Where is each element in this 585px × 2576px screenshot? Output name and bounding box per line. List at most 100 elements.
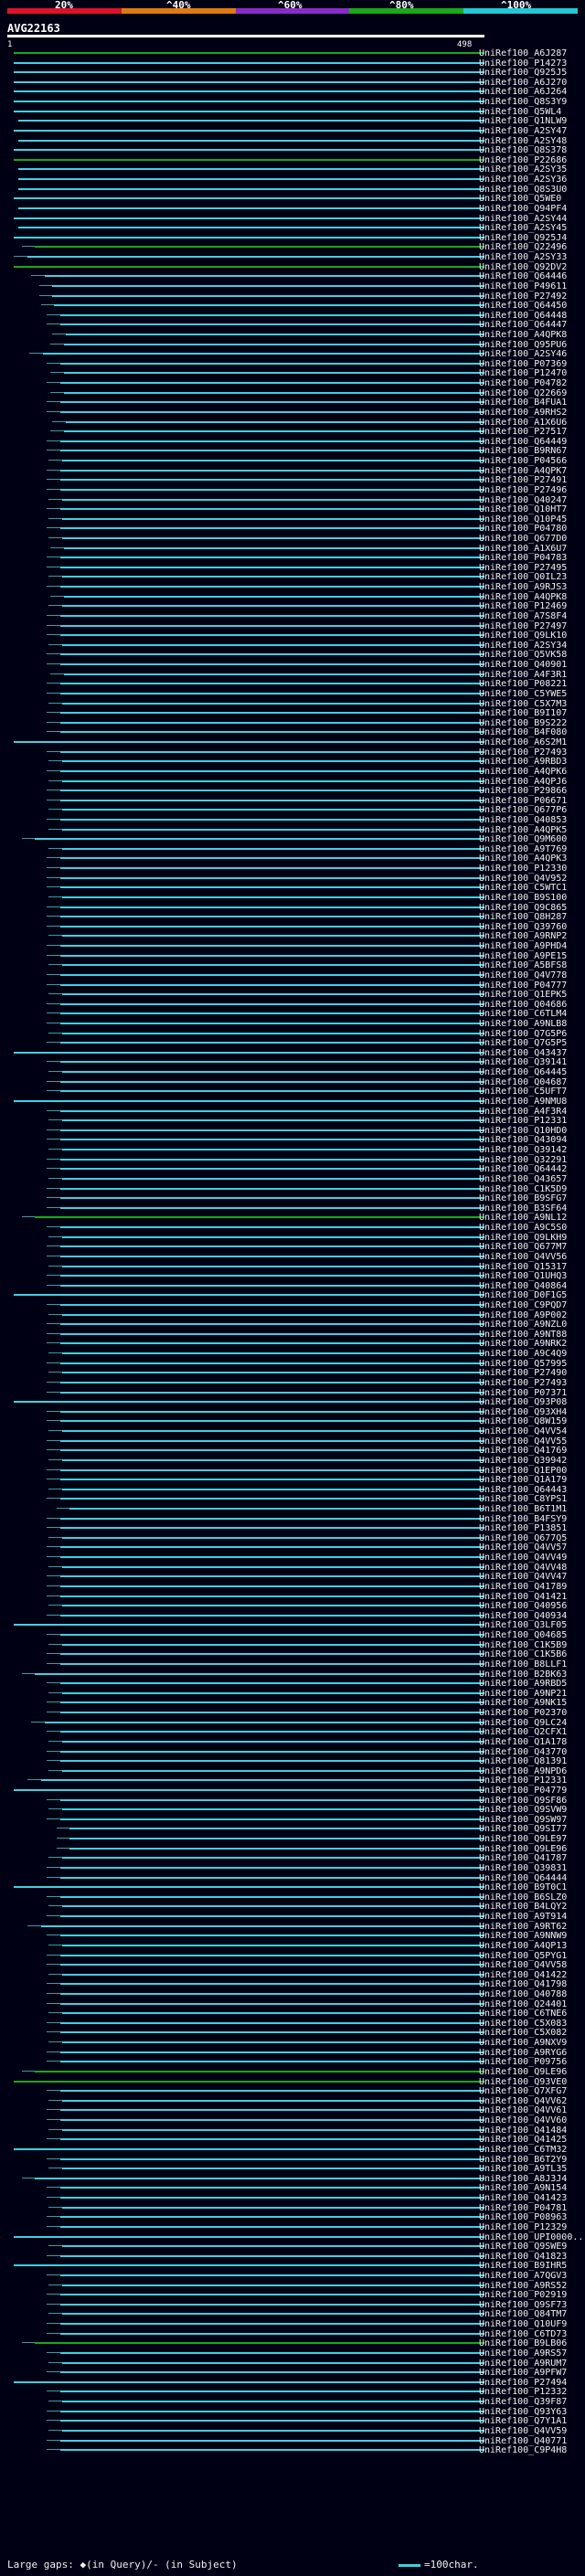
hit-alignment-bar[interactable] [59,1420,484,1423]
hit-alignment-bar[interactable] [14,71,484,74]
hit-label[interactable]: UniRef100_P12469 [479,601,568,612]
hit-label[interactable]: UniRef100_Q40864 [479,1280,568,1291]
hit-label[interactable]: UniRef100_Q95PU6 [479,339,568,350]
hit-alignment-bar[interactable] [61,1265,484,1267]
hit-label[interactable]: UniRef100_Q4V952 [479,873,568,884]
hit-alignment-bar[interactable] [59,1012,484,1015]
hit-alignment-bar[interactable] [59,1614,484,1617]
hit-label[interactable]: UniRef100_UPI0000... [479,2231,585,2242]
hit-label[interactable]: UniRef100_P09756 [479,2057,568,2068]
hit-alignment-bar[interactable] [59,1226,484,1229]
hit-alignment-bar[interactable] [61,498,484,501]
hit-alignment-bar[interactable] [59,2225,484,2228]
hit-label[interactable]: UniRef100_P12470 [479,368,568,379]
hit-alignment-bar[interactable] [61,1905,484,1908]
hit-label[interactable]: UniRef100_A9NL12 [479,1213,568,1224]
hit-alignment-bar[interactable] [59,2090,484,2093]
hit-alignment-bar[interactable] [59,1585,484,1587]
hit-label[interactable]: UniRef100_P27492 [479,291,568,302]
hit-alignment-bar[interactable] [59,1158,484,1161]
hit-alignment-bar[interactable] [59,440,484,442]
hit-label[interactable]: UniRef100_Q41823 [479,2251,568,2262]
hit-label[interactable]: UniRef100_P49611 [479,281,568,292]
hit-alignment-bar[interactable] [59,566,484,568]
hit-label[interactable]: UniRef100_Q9LE97 [479,1834,568,1845]
hit-label[interactable]: UniRef100_Q9SF73 [479,2299,568,2310]
hit-label[interactable]: UniRef100_P27493 [479,747,568,758]
hit-alignment-bar[interactable] [59,1876,484,1879]
hit-alignment-bar[interactable] [59,1439,484,1442]
hit-alignment-bar[interactable] [61,1458,484,1461]
hit-alignment-bar[interactable] [61,2313,484,2316]
hit-alignment-bar[interactable] [59,1342,484,1345]
hit-label[interactable]: UniRef100_Q40247 [479,494,568,505]
hit-alignment-bar[interactable] [59,2332,484,2335]
hit-label[interactable]: UniRef100_A4F3R4 [479,1106,568,1117]
hit-label[interactable]: UniRef100_P04566 [479,456,568,467]
hit-label[interactable]: UniRef100_Q8S3Y9 [479,97,568,108]
hit-alignment-bar[interactable] [59,2274,484,2276]
hit-label[interactable]: UniRef100_C6TM32 [479,2144,568,2155]
hit-label[interactable]: UniRef100_Q677Q5 [479,1532,568,1543]
hit-label[interactable]: UniRef100_Q4VV56 [479,1251,568,1262]
hit-alignment-bar[interactable] [59,2051,484,2053]
hit-alignment-bar[interactable] [59,653,484,656]
hit-label[interactable]: UniRef100_Q10P45 [479,514,568,525]
hit-label[interactable]: UniRef100_A4QPK5 [479,824,568,835]
hit-alignment-bar[interactable] [59,2390,484,2393]
hit-label[interactable]: UniRef100_B9RN67 [479,446,568,457]
hit-label[interactable]: UniRef100_A9P002 [479,1309,568,1320]
hit-label[interactable]: UniRef100_Q4VV58 [479,1960,568,1971]
hit-alignment-bar[interactable] [61,779,484,782]
hit-alignment-bar[interactable] [59,886,484,889]
hit-alignment-bar[interactable] [61,1643,484,1646]
hit-label[interactable]: UniRef100_A9C5S0 [479,1223,568,1234]
hit-alignment-bar[interactable] [59,663,484,666]
hit-alignment-bar[interactable] [59,2323,484,2326]
hit-label[interactable]: UniRef100_B4FSY9 [479,1513,568,1524]
hit-alignment-bar[interactable] [14,1788,484,1791]
hit-label[interactable]: UniRef100_Q9SWE9 [479,2242,568,2253]
hit-alignment-bar[interactable] [14,236,484,239]
hit-label[interactable]: UniRef100_P12330 [479,864,568,875]
hit-label[interactable]: UniRef100_Q24401 [479,1998,568,2009]
hit-alignment-bar[interactable] [59,2371,484,2374]
hit-label[interactable]: UniRef100_Q43094 [479,1135,568,1146]
hit-alignment-bar[interactable] [61,1808,484,1811]
hit-label[interactable]: UniRef100_Q64450 [479,301,568,312]
hit-label[interactable]: UniRef100_P07371 [479,1387,568,1398]
hit-alignment-bar[interactable] [14,1051,484,1054]
hit-label[interactable]: UniRef100_Q7Y1A1 [479,2416,568,2427]
hit-label[interactable]: UniRef100_Q39141 [479,1057,568,1068]
hit-alignment-bar[interactable] [61,2284,484,2286]
hit-alignment-bar[interactable] [61,2012,484,2015]
hit-alignment-bar[interactable] [59,1701,484,1704]
hit-label[interactable]: UniRef100_Q10UF9 [479,2319,568,2330]
hit-label[interactable]: UniRef100_Q41484 [479,2125,568,2136]
hit-alignment-bar[interactable] [44,1721,484,1723]
hit-label[interactable]: UniRef100_Q7G5P6 [479,1028,568,1039]
hit-label[interactable]: UniRef100_P07369 [479,358,568,369]
hit-label[interactable]: UniRef100_A9PFW7 [479,2368,568,2379]
hit-alignment-bar[interactable] [59,1381,484,1383]
hit-alignment-bar[interactable] [66,333,484,335]
hit-label[interactable]: UniRef100_A9C4Q9 [479,1349,568,1360]
hit-label[interactable]: UniRef100_Q40853 [479,814,568,825]
hit-alignment-bar[interactable] [59,1915,484,1918]
hit-alignment-bar[interactable] [59,1935,484,1937]
hit-label[interactable]: UniRef100_P02370 [479,1708,568,1719]
hit-label[interactable]: UniRef100_Q4VV62 [479,2095,568,2106]
hit-label[interactable]: UniRef100_A9RBD3 [479,757,568,768]
hit-alignment-bar[interactable] [52,284,484,287]
hit-alignment-bar[interactable] [61,2245,484,2248]
hit-label[interactable]: UniRef100_Q677D0 [479,534,568,544]
hit-label[interactable]: UniRef100_Q9LE96 [479,1843,568,1854]
hit-alignment-bar[interactable] [61,1740,484,1743]
hit-label[interactable]: UniRef100_Q5WE0 [479,194,562,205]
hit-alignment-bar[interactable] [40,1924,484,1927]
hit-label[interactable]: UniRef100_Q41425 [479,2135,568,2146]
hit-label[interactable]: UniRef100_Q57995 [479,1358,568,1369]
hit-label[interactable]: UniRef100_A9T769 [479,843,568,854]
hit-alignment-bar[interactable] [59,313,484,316]
hit-label[interactable]: UniRef100_Q4VV48 [479,1562,568,1573]
